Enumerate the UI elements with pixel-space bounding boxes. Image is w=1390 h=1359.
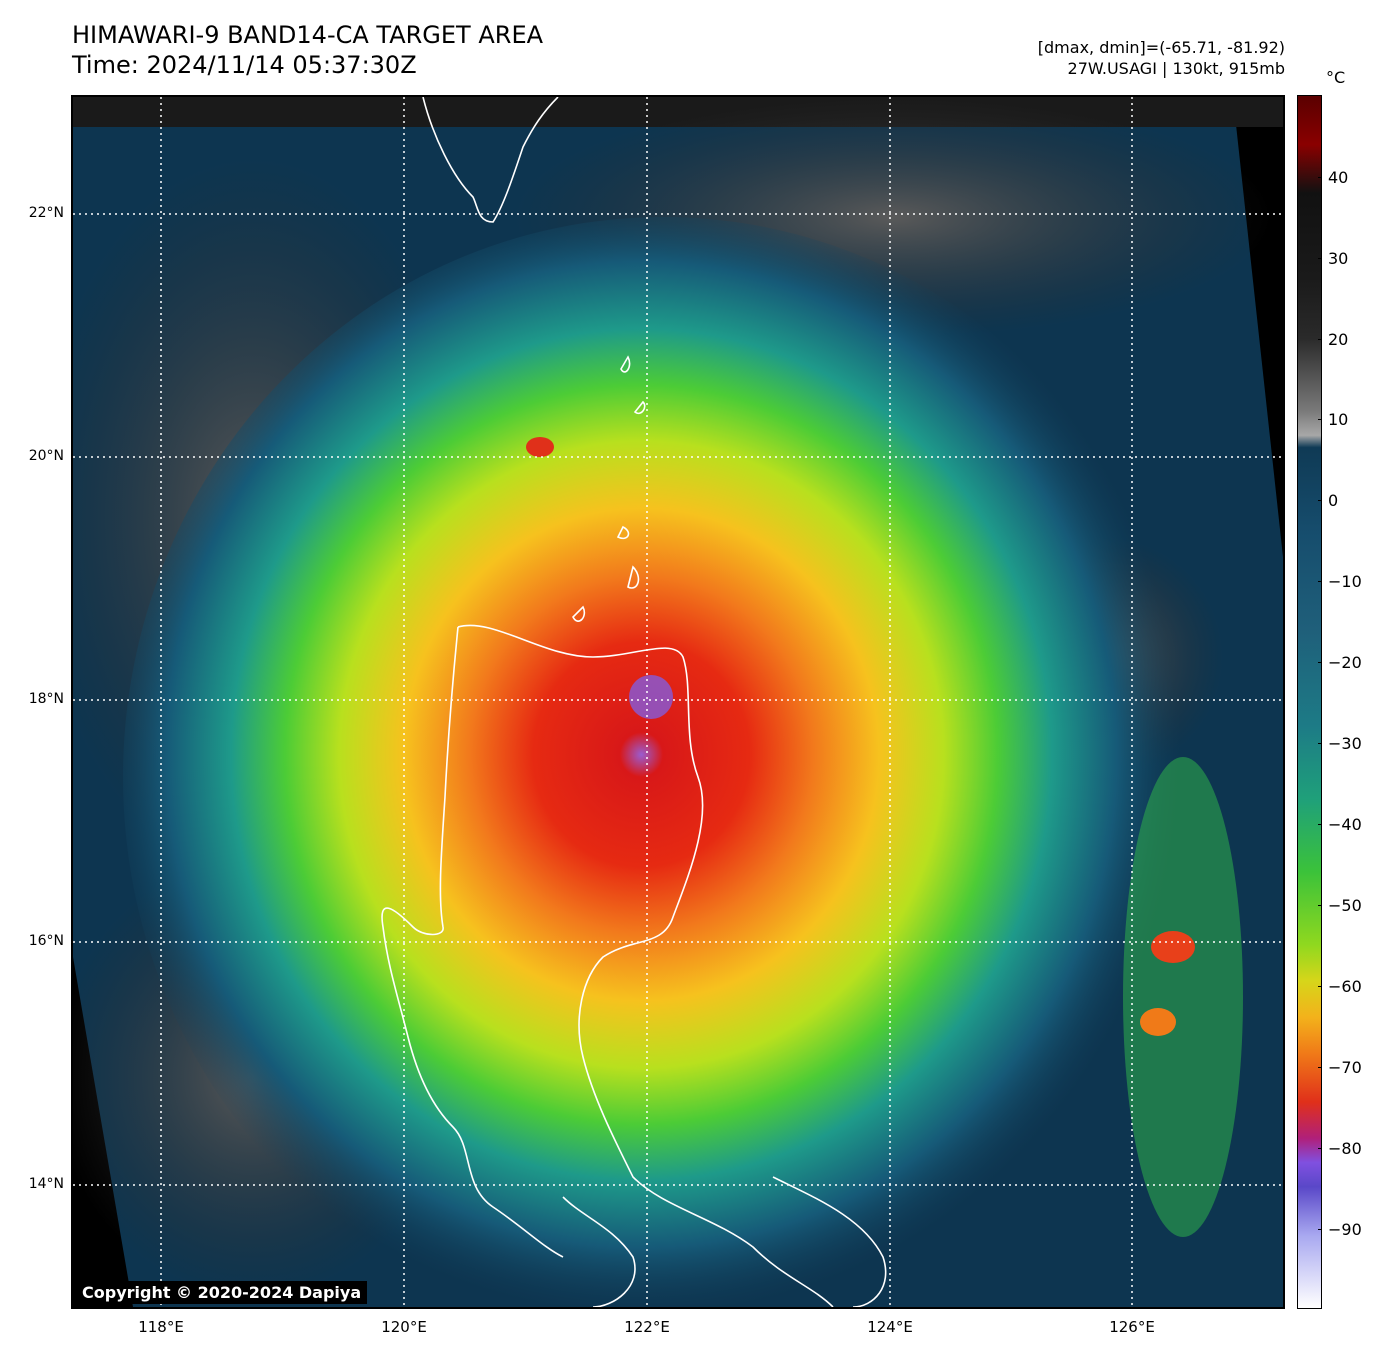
coastlines [381,97,887,1307]
convective-cell [1140,1008,1176,1036]
lon-label: 120°E [381,1318,427,1336]
graticule [73,97,1283,1307]
samar-coastline [772,1176,887,1307]
satellite-image: Copyright © 2020-2024 Dapiya [71,95,1285,1309]
lat-label: 14°N [28,1176,64,1192]
colorbar-tick: −40 [1318,815,1362,834]
title-line-1: HIMAWARI-9 BAND14-CA TARGET AREA [72,21,544,49]
convective-cell [1151,931,1195,963]
colorbar-tick: −20 [1318,653,1362,672]
temperature-colorbar [1297,95,1322,1309]
typhoon-eye [629,675,673,719]
image-title: HIMAWARI-9 BAND14-CA TARGET AREA Time: 2… [72,20,543,80]
mindoro-coastline [562,1196,636,1307]
colorbar-tick: −10 [1318,572,1362,591]
colorbar-tick: 30 [1317,249,1348,268]
babuyan-islands [572,525,640,622]
lon-label: 126°E [1109,1318,1155,1336]
lat-label: 18°N [28,691,64,707]
colorbar-unit: °C [1326,68,1346,87]
typhoon-cloud-shield [123,217,1203,1307]
luzon-west-coastline [381,626,564,1258]
colorbar-tick: 40 [1317,168,1348,187]
taiwan-coastline [422,97,559,223]
lat-label: 22°N [28,205,64,221]
colorbar-tick: 20 [1317,330,1348,349]
colorbar-tick: −90 [1318,1220,1362,1239]
copyright-label: Copyright © 2020-2024 Dapiya [76,1281,368,1304]
title-line-2: Time: 2024/11/14 05:37:30Z [72,51,417,79]
satellite-imagery-svg [73,97,1283,1307]
colorbar-tick: −50 [1318,896,1362,915]
convective-cell [526,437,554,457]
lon-label: 118°E [138,1318,184,1336]
lon-label: 124°E [867,1318,913,1336]
colorbar-tick: −60 [1318,977,1362,996]
colorbar-tick: −30 [1318,734,1362,753]
colorbar-tick: −80 [1318,1139,1362,1158]
batanes-islands [620,355,646,415]
storm-intensity-text: 27W.USAGI | 130kt, 915mb [1067,59,1285,78]
luzon-east-coastline [457,624,834,1307]
dmax-dmin-text: [dmax, dmin]=(-65.71, -81.92) [1037,38,1285,57]
outer-rainband [1123,757,1243,1237]
storm-info: [dmax, dmin]=(-65.71, -81.92) 27W.USAGI … [1038,37,1285,79]
lon-label: 122°E [624,1318,670,1336]
colorbar-tick: −70 [1318,1058,1362,1077]
colorbar-tick: 10 [1317,410,1348,429]
lat-label: 16°N [28,933,64,949]
colorbar-tick: 0 [1317,491,1338,510]
lat-label: 20°N [28,448,64,464]
